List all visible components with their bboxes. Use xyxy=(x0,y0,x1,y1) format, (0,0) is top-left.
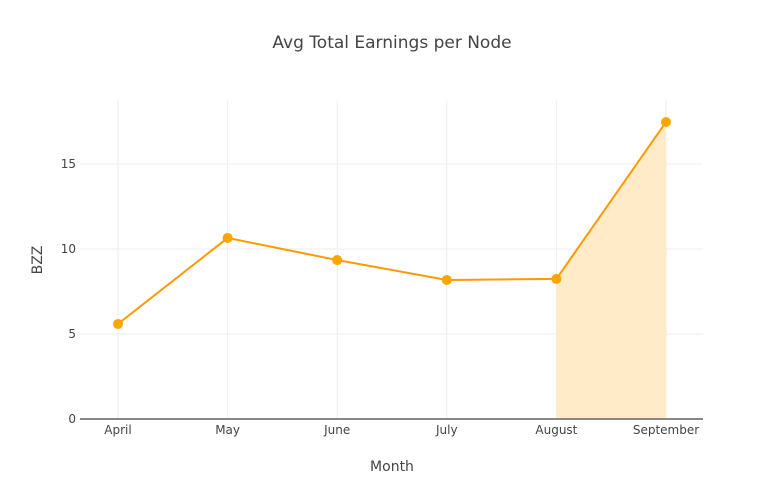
y-tick-label: 10 xyxy=(61,242,76,256)
y-tick-label: 15 xyxy=(61,157,76,171)
x-tick-label: July xyxy=(435,423,458,437)
y-axis-title: BZZ xyxy=(30,246,46,275)
data-point-september[interactable] xyxy=(661,117,671,128)
data-point-june[interactable] xyxy=(332,255,343,266)
x-tick-label: June xyxy=(323,423,350,437)
highlight-area xyxy=(556,122,666,419)
x-axis-title: Month xyxy=(370,459,414,475)
x-tick-label: August xyxy=(535,423,577,437)
y-tick-label: 0 xyxy=(68,412,76,426)
data-point-july[interactable] xyxy=(441,274,452,285)
chart-title: Avg Total Earnings per Node xyxy=(272,33,512,53)
y-tick-labels: 0 5 10 15 xyxy=(61,157,76,426)
data-line xyxy=(117,121,667,325)
x-tick-labels: April May June July August September xyxy=(104,423,699,437)
highlight-fill xyxy=(556,122,666,419)
x-tick-label: April xyxy=(104,423,131,437)
x-tick-label: May xyxy=(215,423,240,437)
y-tick-label: 5 xyxy=(68,327,76,341)
data-point-may[interactable] xyxy=(222,232,233,243)
data-markers[interactable] xyxy=(113,117,671,329)
x-tick-label: September xyxy=(633,423,699,437)
data-point-august[interactable] xyxy=(551,273,562,284)
series-line xyxy=(117,121,667,325)
data-point-april[interactable] xyxy=(113,318,123,329)
